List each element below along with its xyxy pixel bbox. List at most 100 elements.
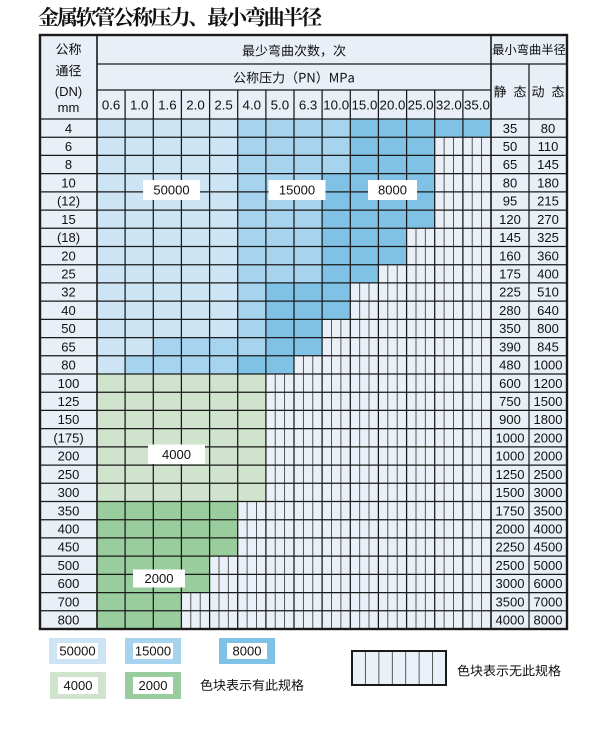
svg-text:1000: 1000 (496, 430, 525, 445)
svg-text:1750: 1750 (496, 503, 525, 518)
svg-text:7000: 7000 (534, 594, 563, 609)
svg-text:800: 800 (537, 321, 559, 336)
svg-text:10.0: 10.0 (323, 97, 349, 112)
svg-text:32: 32 (61, 285, 75, 300)
svg-text:2000: 2000 (496, 522, 525, 537)
svg-text:360: 360 (537, 248, 559, 263)
svg-text:180: 180 (537, 175, 559, 190)
svg-text:120: 120 (499, 212, 521, 227)
svg-text:1200: 1200 (534, 376, 563, 391)
svg-text:1500: 1500 (534, 394, 563, 409)
svg-text:150: 150 (58, 412, 80, 427)
svg-text:2500: 2500 (534, 467, 563, 482)
svg-text:5.0: 5.0 (271, 97, 290, 112)
svg-text:390: 390 (499, 339, 521, 354)
svg-text:250: 250 (58, 467, 80, 482)
svg-text:3000: 3000 (496, 576, 525, 591)
svg-text:325: 325 (537, 230, 559, 245)
svg-text:50000: 50000 (59, 644, 95, 659)
svg-text:225: 225 (499, 285, 521, 300)
svg-text:20: 20 (61, 248, 75, 263)
svg-text:10: 10 (61, 175, 75, 190)
svg-text:1500: 1500 (496, 485, 525, 500)
svg-text:500: 500 (58, 558, 80, 573)
svg-text:(175): (175) (53, 430, 83, 445)
svg-text:1000: 1000 (496, 449, 525, 464)
svg-text:600: 600 (499, 376, 521, 391)
svg-text:65: 65 (503, 157, 517, 172)
svg-text:175: 175 (499, 267, 521, 282)
svg-text:15000: 15000 (279, 183, 315, 198)
svg-text:160: 160 (499, 248, 521, 263)
svg-text:40: 40 (61, 303, 75, 318)
svg-text:700: 700 (58, 594, 80, 609)
svg-text:6000: 6000 (534, 576, 563, 591)
svg-text:8000: 8000 (233, 644, 262, 659)
svg-text:65: 65 (61, 339, 75, 354)
svg-text:280: 280 (499, 303, 521, 318)
svg-text:845: 845 (537, 339, 559, 354)
svg-text:15000: 15000 (135, 644, 171, 659)
svg-text:215: 215 (537, 194, 559, 209)
svg-text:145: 145 (537, 157, 559, 172)
svg-text:(18): (18) (57, 230, 80, 245)
svg-text:125: 125 (58, 394, 80, 409)
svg-text:600: 600 (58, 576, 80, 591)
svg-text:1250: 1250 (496, 467, 525, 482)
svg-text:4000: 4000 (64, 678, 93, 693)
svg-text:510: 510 (537, 285, 559, 300)
svg-text:4500: 4500 (534, 540, 563, 555)
svg-text:35.0: 35.0 (464, 97, 490, 112)
svg-text:mm: mm (58, 100, 80, 115)
svg-text:2000: 2000 (145, 571, 174, 586)
svg-text:15: 15 (61, 212, 75, 227)
svg-text:2250: 2250 (496, 540, 525, 555)
svg-text:4.0: 4.0 (243, 97, 262, 112)
svg-text:110: 110 (538, 139, 559, 154)
svg-text:145: 145 (499, 230, 521, 245)
svg-text:3500: 3500 (496, 594, 525, 609)
svg-text:100: 100 (58, 376, 80, 391)
svg-text:2000: 2000 (534, 430, 563, 445)
svg-text:2500: 2500 (496, 558, 525, 573)
svg-text:50: 50 (61, 321, 75, 336)
svg-text:2.0: 2.0 (186, 97, 205, 112)
svg-text:4000: 4000 (496, 613, 525, 628)
svg-text:80: 80 (61, 358, 75, 373)
svg-text:3500: 3500 (534, 503, 563, 518)
svg-text:1800: 1800 (534, 412, 563, 427)
svg-text:350: 350 (499, 321, 521, 336)
svg-text:3000: 3000 (534, 485, 563, 500)
svg-text:450: 450 (58, 540, 80, 555)
svg-text:80: 80 (503, 175, 517, 190)
svg-text:15.0: 15.0 (351, 97, 377, 112)
svg-text:1.6: 1.6 (158, 97, 177, 112)
svg-text:35: 35 (503, 121, 517, 136)
svg-text:640: 640 (537, 303, 559, 318)
svg-text:20.0: 20.0 (380, 97, 406, 112)
svg-text:8000: 8000 (378, 183, 407, 198)
svg-text:6: 6 (65, 139, 72, 154)
svg-text:2.5: 2.5 (214, 97, 233, 112)
svg-text:1.0: 1.0 (130, 97, 149, 112)
svg-text:750: 750 (499, 394, 521, 409)
svg-text:5000: 5000 (534, 558, 563, 573)
svg-text:1000: 1000 (534, 358, 563, 373)
svg-text:2000: 2000 (534, 449, 563, 464)
svg-text:50000: 50000 (153, 183, 189, 198)
svg-text:95: 95 (503, 194, 517, 209)
svg-text:270: 270 (537, 212, 559, 227)
svg-text:2000: 2000 (139, 678, 168, 693)
svg-text:4: 4 (65, 121, 72, 136)
svg-text:900: 900 (499, 412, 521, 427)
svg-text:(12): (12) (57, 194, 80, 209)
svg-text:200: 200 (58, 449, 80, 464)
svg-text:32.0: 32.0 (436, 97, 462, 112)
svg-text:25: 25 (61, 267, 75, 282)
svg-text:8000: 8000 (534, 613, 563, 628)
svg-text:50: 50 (503, 139, 517, 154)
svg-text:400: 400 (58, 522, 80, 537)
svg-text:300: 300 (58, 485, 80, 500)
svg-text:(DN): (DN) (55, 84, 82, 99)
svg-text:80: 80 (541, 121, 555, 136)
